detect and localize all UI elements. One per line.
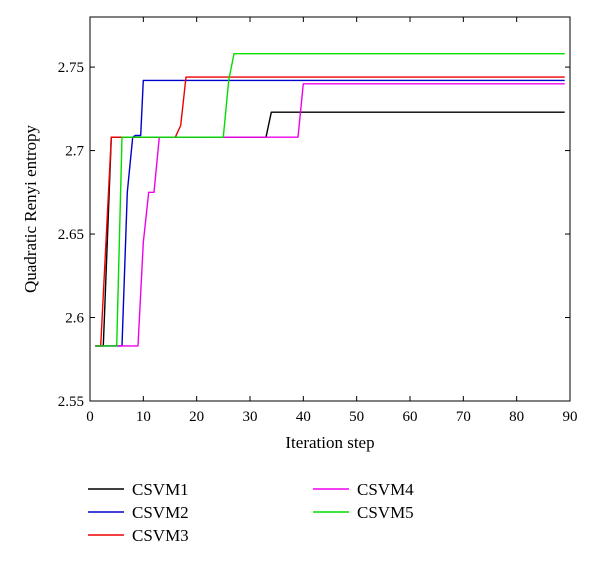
series-line-csvm4	[95, 83, 565, 347]
y-tick-label: 2.55	[58, 394, 84, 410]
x-tick-label: 80	[509, 409, 524, 425]
legend-label-csvm3: CSVM3	[132, 526, 189, 545]
x-tick-label: 90	[563, 409, 578, 425]
series-line-csvm2	[95, 79, 565, 347]
legend-label-csvm5: CSVM5	[357, 503, 414, 522]
x-tick-label: 10	[136, 409, 151, 425]
series-lines	[95, 53, 565, 347]
x-tick-label: 30	[243, 409, 258, 425]
x-tick-label: 40	[296, 409, 311, 425]
x-tick-label: 60	[403, 409, 418, 425]
y-tick-label: 2.7	[65, 144, 84, 160]
legend: CSVM1 CSVM2 CSVM3 CSVM4 CSVM5	[88, 480, 414, 545]
y-axis-label: Quadratic Renyi entropy	[21, 124, 40, 293]
legend-label-csvm1: CSVM1	[132, 480, 189, 499]
x-axis-label: Iteration step	[285, 433, 374, 452]
plot-frame	[89, 16, 571, 402]
y-tick-label: 2.65	[58, 227, 84, 243]
x-tick-label: 70	[456, 409, 471, 425]
x-tick-label: 0	[86, 409, 94, 425]
legend-label-csvm4: CSVM4	[357, 480, 414, 499]
y-axis-ticks: 2.55 2.6 2.65 2.7 2.75	[58, 60, 570, 410]
x-tick-label: 50	[349, 409, 364, 425]
y-tick-label: 2.75	[58, 60, 84, 76]
series-line-csvm1	[95, 111, 565, 347]
legend-label-csvm2: CSVM2	[132, 503, 189, 522]
series-line-csvm3	[95, 76, 565, 347]
x-axis-ticks: 0 10 20 30 40 50 60 70 80 90	[86, 17, 578, 425]
x-tick-label: 20	[189, 409, 204, 425]
y-tick-label: 2.6	[65, 311, 84, 327]
series-line-csvm5	[95, 53, 565, 347]
